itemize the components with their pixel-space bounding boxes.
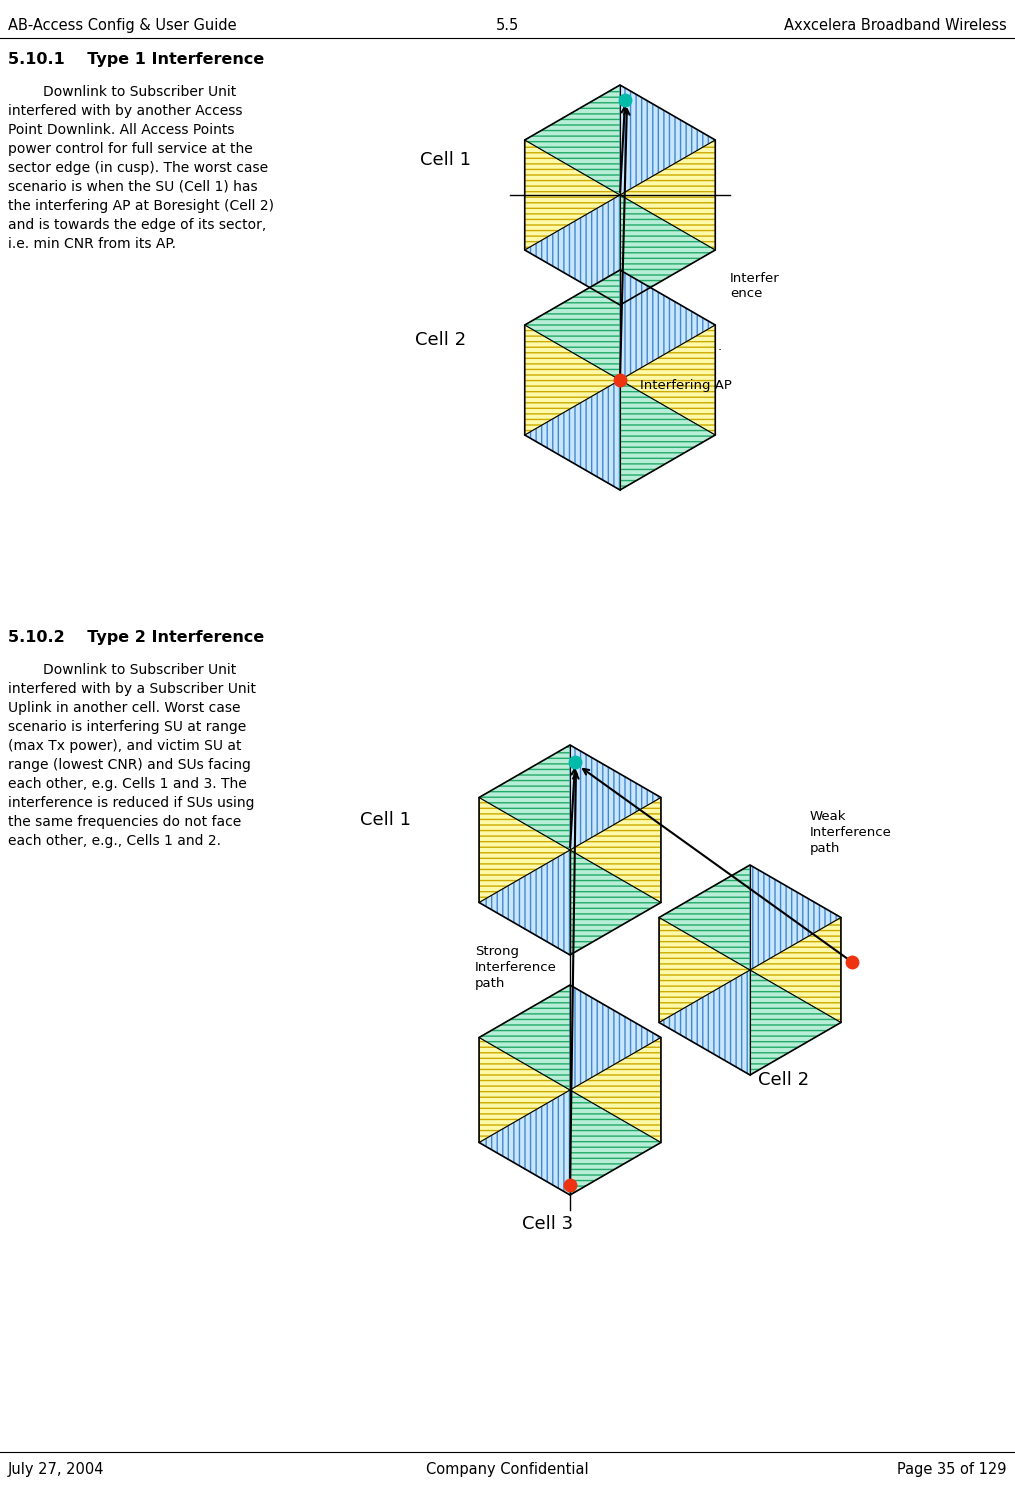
Polygon shape (570, 850, 661, 955)
Text: AB-Access Config & User Guide: AB-Access Config & User Guide (8, 18, 236, 33)
Polygon shape (620, 196, 716, 305)
Polygon shape (525, 270, 620, 379)
Text: Interfering AP: Interfering AP (640, 378, 732, 391)
Text: Axxcelera Broadband Wireless: Axxcelera Broadband Wireless (785, 18, 1007, 33)
Polygon shape (479, 850, 570, 955)
Text: Interfer
ence: Interfer ence (730, 272, 780, 300)
Polygon shape (479, 1091, 570, 1195)
Text: .: . (718, 341, 722, 353)
Polygon shape (659, 917, 750, 1022)
Text: Downlink to Subscriber Unit
interfered with by another Access
Point Downlink. Al: Downlink to Subscriber Unit interfered w… (8, 85, 274, 251)
Polygon shape (525, 85, 620, 196)
Text: July 27, 2004: July 27, 2004 (8, 1463, 105, 1478)
Text: Cell 1: Cell 1 (360, 811, 411, 829)
Text: Company Confidential: Company Confidential (425, 1463, 589, 1478)
Text: Cell 2: Cell 2 (415, 332, 466, 350)
Text: Cell 2: Cell 2 (758, 1071, 809, 1089)
Polygon shape (570, 985, 661, 1091)
Polygon shape (659, 865, 750, 970)
Polygon shape (570, 1037, 661, 1143)
Polygon shape (750, 917, 841, 1022)
Text: 5.5: 5.5 (495, 18, 519, 33)
Polygon shape (479, 746, 570, 850)
Text: Downlink to Subscriber Unit
interfered with by a Subscriber Unit
Uplink in anoth: Downlink to Subscriber Unit interfered w… (8, 663, 256, 847)
Text: 5.10.1    Type 1 Interference: 5.10.1 Type 1 Interference (8, 52, 264, 67)
Polygon shape (570, 798, 661, 902)
Polygon shape (570, 746, 661, 850)
Text: Cell 1: Cell 1 (420, 151, 471, 169)
Polygon shape (479, 798, 570, 902)
Polygon shape (750, 970, 841, 1076)
Polygon shape (525, 196, 620, 305)
Polygon shape (479, 1037, 570, 1143)
Polygon shape (570, 1091, 661, 1195)
Text: Strong
Interference
path: Strong Interference path (475, 946, 557, 991)
Text: Weak
Interference
path: Weak Interference path (810, 810, 892, 855)
Polygon shape (620, 379, 716, 490)
Polygon shape (620, 140, 716, 249)
Polygon shape (479, 985, 570, 1091)
Polygon shape (750, 865, 841, 970)
Text: 5.10.2    Type 2 Interference: 5.10.2 Type 2 Interference (8, 630, 264, 645)
Polygon shape (620, 270, 716, 379)
Polygon shape (525, 140, 620, 249)
Polygon shape (525, 326, 620, 435)
Polygon shape (620, 85, 716, 196)
Polygon shape (620, 326, 716, 435)
Polygon shape (525, 379, 620, 490)
Text: Page 35 of 129: Page 35 of 129 (897, 1463, 1007, 1478)
Polygon shape (659, 970, 750, 1076)
Text: Cell 3: Cell 3 (523, 1215, 573, 1233)
